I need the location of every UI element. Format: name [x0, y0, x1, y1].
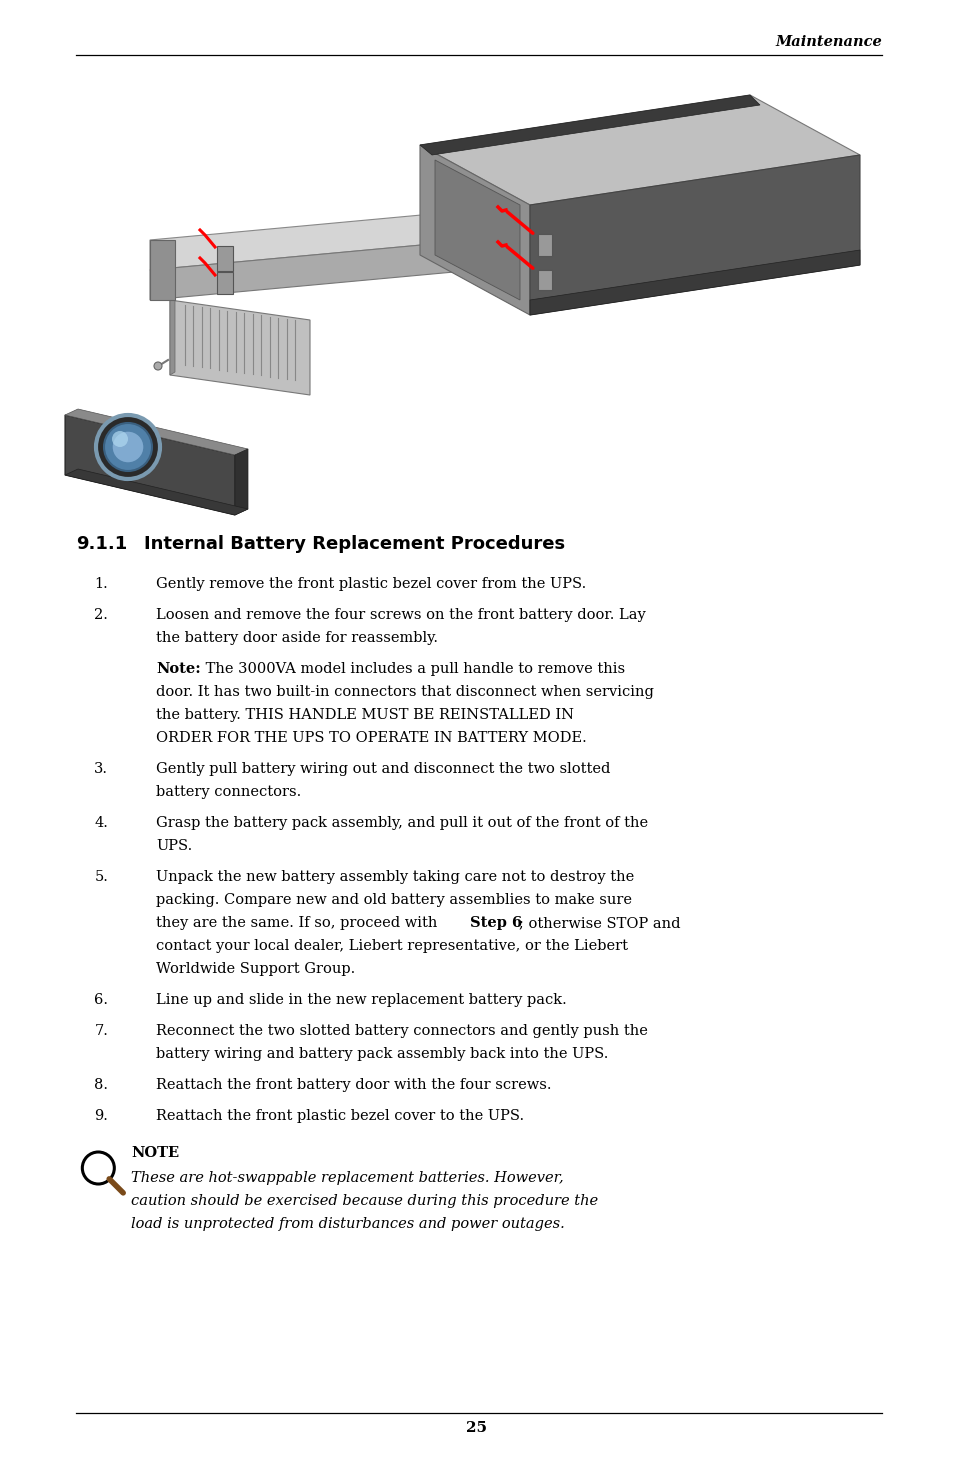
Text: 9.: 9. — [94, 1109, 108, 1122]
Polygon shape — [150, 205, 530, 270]
Text: Worldwide Support Group.: Worldwide Support Group. — [156, 962, 355, 976]
Polygon shape — [216, 271, 233, 294]
Text: Gently pull battery wiring out and disconnect the two slotted: Gently pull battery wiring out and disco… — [156, 763, 610, 776]
Text: they are the same. If so, proceed with: they are the same. If so, proceed with — [156, 916, 442, 931]
Polygon shape — [234, 448, 248, 515]
Polygon shape — [150, 235, 530, 299]
Text: battery connectors.: battery connectors. — [156, 785, 301, 799]
Text: Grasp the battery pack assembly, and pull it out of the front of the: Grasp the battery pack assembly, and pul… — [156, 816, 648, 830]
Polygon shape — [150, 240, 174, 299]
Text: Maintenance: Maintenance — [775, 35, 882, 49]
Text: contact your local dealer, Liebert representative, or the Liebert: contact your local dealer, Liebert repre… — [156, 940, 628, 953]
Text: Note:: Note: — [156, 662, 201, 676]
Text: 2.: 2. — [94, 608, 108, 622]
Polygon shape — [537, 235, 552, 257]
Text: These are hot-swappable replacement batteries. However,: These are hot-swappable replacement batt… — [132, 1171, 563, 1184]
Circle shape — [153, 361, 162, 370]
Text: Loosen and remove the four screws on the front battery door. Lay: Loosen and remove the four screws on the… — [156, 608, 645, 622]
Polygon shape — [435, 159, 519, 299]
Text: Line up and slide in the new replacement battery pack.: Line up and slide in the new replacement… — [156, 993, 566, 1007]
Text: caution should be exercised because during this procedure the: caution should be exercised because duri… — [132, 1193, 598, 1208]
Text: door. It has two built-in connectors that disconnect when servicing: door. It has two built-in connectors tha… — [156, 684, 654, 699]
Text: packing. Compare new and old battery assemblies to make sure: packing. Compare new and old battery ass… — [156, 892, 632, 907]
Polygon shape — [530, 249, 859, 316]
Text: 25: 25 — [466, 1420, 487, 1435]
Text: Step 6: Step 6 — [470, 916, 522, 931]
Text: NOTE: NOTE — [132, 1146, 179, 1159]
Text: battery wiring and battery pack assembly back into the UPS.: battery wiring and battery pack assembly… — [156, 1047, 608, 1061]
Text: 1.: 1. — [94, 577, 108, 591]
Polygon shape — [65, 414, 234, 515]
Text: 4.: 4. — [94, 816, 108, 830]
Text: ; otherwise STOP and: ; otherwise STOP and — [518, 916, 680, 931]
Text: the battery. THIS HANDLE MUST BE REINSTALLED IN: the battery. THIS HANDLE MUST BE REINSTA… — [156, 708, 574, 721]
Text: Gently remove the front plastic bezel cover from the UPS.: Gently remove the front plastic bezel co… — [156, 577, 586, 591]
Text: 6.: 6. — [94, 993, 109, 1007]
Polygon shape — [419, 94, 859, 205]
Circle shape — [112, 431, 144, 463]
Text: Reattach the front plastic bezel cover to the UPS.: Reattach the front plastic bezel cover t… — [156, 1109, 524, 1122]
Text: Reattach the front battery door with the four screws.: Reattach the front battery door with the… — [156, 1078, 551, 1092]
Text: Internal Battery Replacement Procedures: Internal Battery Replacement Procedures — [144, 535, 565, 553]
Polygon shape — [537, 270, 552, 291]
Polygon shape — [170, 296, 174, 375]
Text: UPS.: UPS. — [156, 839, 193, 853]
Polygon shape — [419, 145, 530, 316]
Polygon shape — [216, 245, 233, 270]
Polygon shape — [65, 409, 248, 454]
Polygon shape — [530, 155, 859, 316]
Circle shape — [82, 1152, 114, 1184]
Text: 5.: 5. — [94, 870, 108, 884]
Polygon shape — [65, 469, 248, 515]
Polygon shape — [170, 299, 310, 395]
Text: 7.: 7. — [94, 1024, 108, 1038]
Text: Unpack the new battery assembly taking care not to destroy the: Unpack the new battery assembly taking c… — [156, 870, 634, 884]
Text: 8.: 8. — [94, 1078, 109, 1092]
Text: Reconnect the two slotted battery connectors and gently push the: Reconnect the two slotted battery connec… — [156, 1024, 647, 1038]
Text: 3.: 3. — [94, 763, 109, 776]
Text: The 3000VA model includes a pull handle to remove this: The 3000VA model includes a pull handle … — [201, 662, 625, 676]
Text: the battery door aside for reassembly.: the battery door aside for reassembly. — [156, 631, 437, 645]
Circle shape — [96, 414, 160, 479]
Polygon shape — [419, 94, 760, 155]
Text: ORDER FOR THE UPS TO OPERATE IN BATTERY MODE.: ORDER FOR THE UPS TO OPERATE IN BATTERY … — [156, 732, 586, 745]
Text: 9.1.1: 9.1.1 — [76, 535, 128, 553]
Text: load is unprotected from disturbances and power outages.: load is unprotected from disturbances an… — [132, 1217, 564, 1232]
Circle shape — [104, 423, 152, 471]
Circle shape — [112, 431, 128, 447]
